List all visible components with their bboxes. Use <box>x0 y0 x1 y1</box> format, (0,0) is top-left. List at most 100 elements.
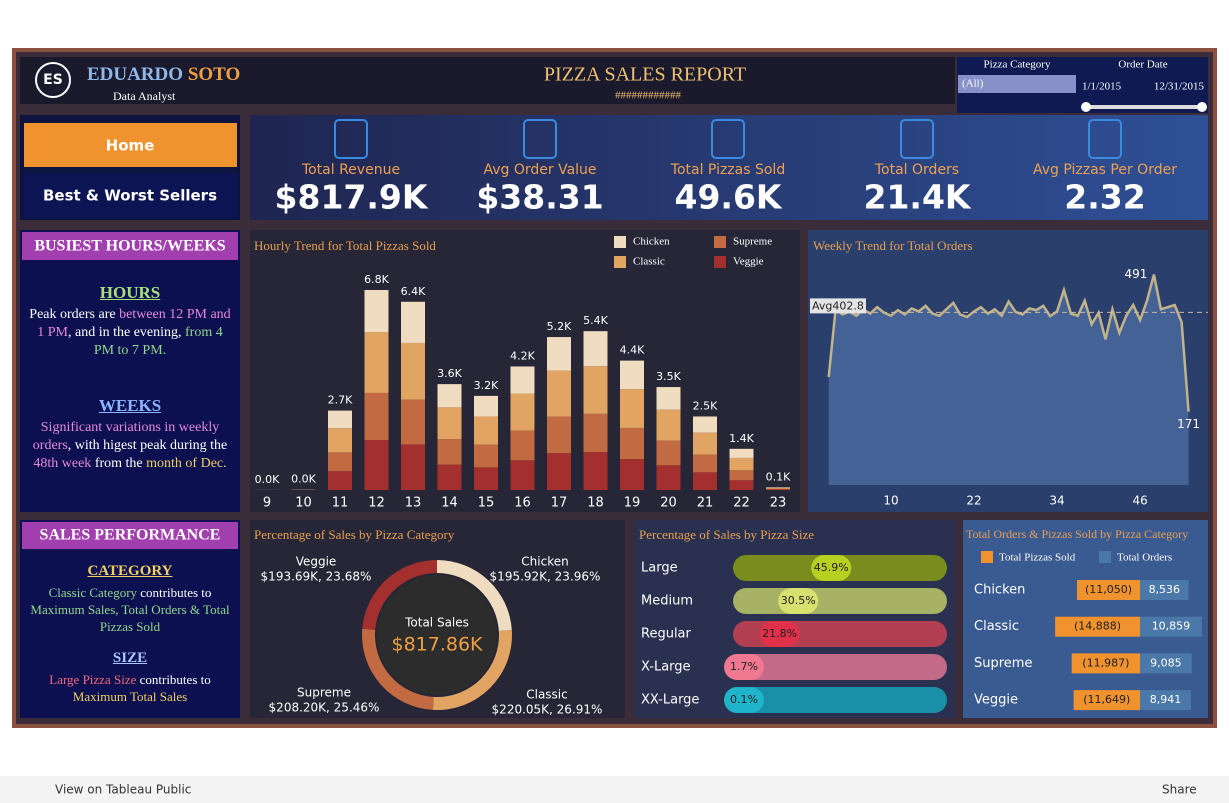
bar-segment <box>583 452 608 490</box>
bar-segment <box>364 290 389 333</box>
sellers-button[interactable] <box>24 173 237 218</box>
bar-segment <box>328 428 352 453</box>
bar-label: (11,987) <box>1082 656 1129 669</box>
bar-segment <box>693 454 717 473</box>
x-tick-label: 9 <box>263 496 271 511</box>
slider-handle[interactable] <box>1197 102 1207 112</box>
note-text: Peak orders are between 12 PM and 1 PM, … <box>26 306 234 360</box>
slice-name: Veggie <box>296 555 337 569</box>
bar-segment <box>437 407 462 440</box>
bar-segment <box>583 331 608 367</box>
donut-slice <box>432 630 512 710</box>
bar-marker <box>811 555 852 581</box>
data-label: 171 <box>1177 417 1200 431</box>
bar-segment <box>547 337 571 371</box>
category-label: Chicken <box>974 583 1025 598</box>
share-button[interactable]: Share <box>1162 783 1197 797</box>
chart-title: Weekly Trend for Total Orders <box>813 238 973 253</box>
kpi-label: Avg Order Value <box>483 162 596 178</box>
note-text: Large Pizza Size contributes to Maximum … <box>26 671 234 705</box>
center-value: $817.86K <box>391 634 483 656</box>
bar-segment <box>656 409 681 441</box>
bar-segment <box>583 366 608 414</box>
author-role: Data Analyst <box>113 89 176 103</box>
slice-label: $193.69K, 23.68% <box>261 570 372 584</box>
x-tick-label: 12 <box>368 496 385 511</box>
bar-segment <box>364 392 389 440</box>
bar-segment <box>583 413 608 453</box>
chart-title: Percentage of Sales by Pizza Category <box>254 527 455 542</box>
average-label: Avg402.8 <box>812 299 864 312</box>
date-start: 1/1/2015 <box>1082 81 1122 93</box>
note-panel <box>20 520 240 718</box>
chart-title: Total Orders & Pizzas Sold by Pizza Cate… <box>966 527 1188 541</box>
x-tick-label: 46 <box>1132 494 1147 508</box>
legend-swatch <box>714 256 726 268</box>
view-link[interactable]: View on Tableau Public <box>55 783 191 797</box>
note-segment: , and in the evening, <box>67 325 186 340</box>
note-segment: Maximum Total Sales <box>72 689 188 704</box>
center-label: Total Sales <box>404 616 469 630</box>
bar-segment <box>437 439 462 465</box>
note-segment: Large Pizza Size <box>49 672 137 687</box>
slider-handle[interactable] <box>1081 102 1091 112</box>
bar-segment <box>693 416 717 433</box>
category-label: Classic <box>974 619 1019 634</box>
bar-segment <box>474 395 498 417</box>
bar-label: 0.1% <box>730 693 758 706</box>
note-segment: Maximum Sales, Total Orders & Total Pizz… <box>30 602 230 634</box>
dropdown-value[interactable]: (All) <box>962 78 984 90</box>
bar <box>1140 616 1202 637</box>
bar-segment <box>474 444 498 468</box>
bar-label: 30.5% <box>781 594 816 607</box>
bar-label: 1.7% <box>730 660 758 673</box>
home-button[interactable] <box>24 123 237 167</box>
kpi-value: $38.31 <box>476 178 603 217</box>
donut-center <box>377 575 497 695</box>
donut-slice <box>362 628 434 710</box>
note-segment: , with higest peak during the <box>67 438 228 453</box>
bar <box>1055 616 1140 637</box>
x-tick-label: 21 <box>697 496 714 511</box>
total-label: 0.1K <box>766 470 791 483</box>
legend-swatch <box>614 256 626 268</box>
bar-label: 45.9% <box>814 561 849 574</box>
nav-item[interactable]: Home <box>106 137 155 155</box>
note-section: HOURS Peak orders are between 12 PM and 1… <box>26 284 234 360</box>
total-label: 3.6K <box>437 367 462 380</box>
note-title-bar <box>22 522 238 549</box>
nav-item[interactable]: Best & Worst Sellers <box>43 187 217 205</box>
bar <box>1140 580 1189 600</box>
bar-segment <box>620 360 644 390</box>
note-text: Significant variations in weekly orders,… <box>26 419 234 473</box>
bar-segment <box>401 301 425 343</box>
bar-segment <box>510 366 535 394</box>
total-label: 6.4K <box>401 285 426 298</box>
kpi-panel <box>250 115 1208 220</box>
bar-label: 10,859 <box>1152 620 1191 633</box>
bar-segment <box>547 416 571 454</box>
x-tick-label: 19 <box>624 496 641 511</box>
x-tick-label: 14 <box>441 496 458 511</box>
bar-segment <box>656 440 681 466</box>
note-text: Classic Category contributes to Maximum … <box>26 584 234 635</box>
x-tick-label: 16 <box>514 496 531 511</box>
bar <box>1077 580 1140 600</box>
legend-label: Total Pizzas Sold <box>999 552 1076 564</box>
logo-ring <box>35 62 71 98</box>
x-tick-label: 22 <box>733 496 750 511</box>
legend-label: Supreme <box>733 236 772 248</box>
category-dropdown[interactable] <box>958 75 1076 93</box>
x-tick-label: 18 <box>587 496 604 511</box>
kpi-value: 49.6K <box>675 178 783 217</box>
bar-track <box>733 654 947 680</box>
bar-label: (11,050) <box>1085 583 1132 596</box>
bar <box>1140 690 1191 711</box>
bar-segment <box>328 410 352 429</box>
slice-label: $208.20K, 25.46% <box>269 701 380 715</box>
bar-marker <box>724 687 764 713</box>
bar-segment <box>401 444 425 490</box>
bar-segment <box>474 467 498 490</box>
bar-segment <box>401 342 425 400</box>
